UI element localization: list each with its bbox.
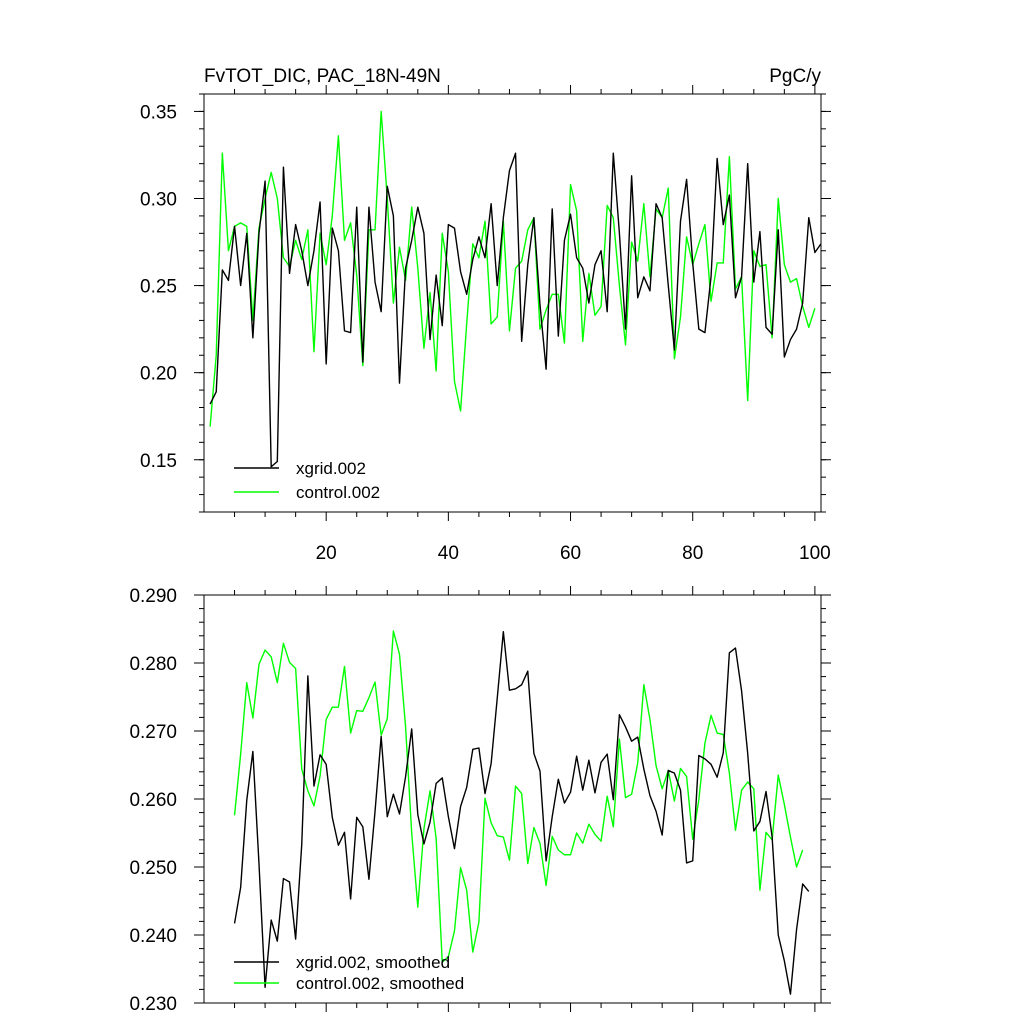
series-line-xgrid: [233, 631, 810, 995]
x-tick-label: 80: [682, 543, 703, 564]
bottom-panel-legend: xgrid.002, smoothed control.002, smoothed: [234, 953, 464, 993]
bottom-panel-series: [233, 630, 810, 995]
y-tick-label: 0.290: [129, 586, 177, 607]
y-tick-label: 0.20: [140, 364, 177, 385]
bottom-panel-frame: [203, 594, 822, 1004]
y-tick-label: 0.250: [129, 858, 177, 879]
x-tick-label: 100: [799, 543, 831, 564]
top-panel: FvTOT_DIC, PAC_18N-49N PgC/y 20 40 60 80 100…: [140, 66, 831, 564]
top-panel-series: [209, 110, 822, 468]
top-panel-title: FvTOT_DIC, PAC_18N-49N: [204, 66, 441, 87]
bottom-panel: 0.230 0.240 0.250 0.260 0.270 0.280 0.290 xgri…: [129, 586, 831, 1015]
top-panel-units: PgC/y: [769, 66, 821, 87]
y-tick-label: 0.35: [140, 102, 177, 123]
series-line-xgrid: [209, 152, 822, 468]
y-tick-label: 0.280: [129, 654, 177, 675]
series-line-control: [233, 630, 804, 963]
legend-label: xgrid.002: [296, 459, 366, 478]
top-panel-legend: xgrid.002 control.002: [234, 459, 380, 502]
x-tick-label: 40: [438, 543, 459, 564]
y-tick-label: 0.30: [140, 190, 177, 211]
x-tick-label: 60: [560, 543, 581, 564]
bottom-panel-ticks: 0.230 0.240 0.250 0.260 0.270 0.280 0.290: [129, 586, 831, 1015]
y-tick-label: 0.15: [140, 451, 177, 472]
y-tick-label: 0.240: [129, 926, 177, 947]
y-tick-label: 0.25: [140, 277, 177, 298]
top-panel-frame: [203, 93, 822, 513]
legend-label: control.002: [296, 483, 380, 502]
x-tick-label: 20: [316, 543, 337, 564]
y-tick-label: 0.260: [129, 790, 177, 811]
y-tick-label: 0.230: [129, 994, 177, 1015]
legend-label: control.002, smoothed: [296, 974, 464, 993]
series-line-control: [209, 110, 816, 427]
y-tick-label: 0.270: [129, 722, 177, 743]
top-panel-ticks: 20 40 60 80 100 0.15 0.20 0.25 0.30 0.35: [140, 85, 831, 564]
legend-label: xgrid.002, smoothed: [296, 953, 450, 972]
